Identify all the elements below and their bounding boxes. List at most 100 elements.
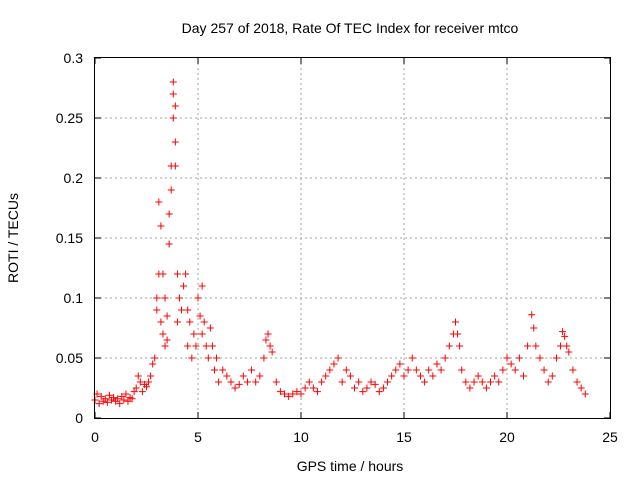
- data-point: [536, 354, 544, 362]
- data-point: [470, 378, 478, 386]
- data-point: [196, 312, 204, 320]
- y-tick-label: 0.15: [56, 230, 83, 246]
- data-point: [105, 391, 113, 399]
- data-point: [342, 366, 350, 374]
- data-point: [184, 342, 192, 350]
- data-point: [507, 360, 515, 368]
- data-point: [210, 366, 218, 374]
- data-point: [202, 342, 210, 350]
- x-tick-label: 20: [499, 429, 515, 445]
- data-point: [404, 366, 412, 374]
- data-point: [499, 366, 507, 374]
- data-point: [519, 372, 527, 380]
- data-point: [173, 270, 181, 278]
- data-point: [153, 306, 161, 314]
- data-point: [165, 210, 173, 218]
- data-point: [159, 330, 167, 338]
- data-point: [190, 330, 198, 338]
- data-point: [289, 390, 297, 398]
- data-point: [375, 388, 383, 396]
- data-point: [149, 360, 157, 368]
- data-point: [559, 328, 567, 336]
- data-point: [219, 366, 227, 374]
- data-point: [114, 395, 122, 403]
- data-point: [173, 318, 181, 326]
- data-point: [227, 378, 235, 386]
- data-point: [561, 332, 569, 340]
- data-point: [103, 398, 111, 406]
- data-point: [363, 384, 371, 392]
- data-point: [178, 306, 186, 314]
- data-point: [346, 372, 354, 380]
- data-point: [371, 380, 379, 388]
- data-point: [262, 336, 270, 344]
- data-point: [577, 384, 585, 392]
- data-point: [491, 372, 499, 380]
- data-point: [153, 294, 161, 302]
- data-point: [143, 383, 150, 391]
- data-point: [186, 318, 194, 326]
- plot-frame: [94, 57, 611, 419]
- data-point: [429, 372, 437, 380]
- data-point: [528, 311, 536, 319]
- data-point: [421, 378, 429, 386]
- data-point: [466, 384, 474, 392]
- data-point: [416, 372, 424, 380]
- data-point: [204, 354, 212, 362]
- data-point: [359, 388, 367, 396]
- data-point: [145, 378, 153, 386]
- data-point: [169, 90, 177, 98]
- data-point: [134, 372, 142, 380]
- data-point: [248, 366, 256, 374]
- data-point: [192, 342, 200, 350]
- data-point: [563, 342, 571, 350]
- data-point: [163, 312, 171, 320]
- data-point: [171, 138, 179, 146]
- data-point: [309, 384, 317, 392]
- data-point: [147, 372, 155, 380]
- data-point: [157, 318, 165, 326]
- data-point: [118, 392, 126, 400]
- data-point: [101, 395, 109, 403]
- data-point: [400, 372, 408, 380]
- data-point: [184, 306, 192, 314]
- data-point: [97, 392, 105, 400]
- data-point: [95, 400, 103, 408]
- data-point: [110, 394, 118, 402]
- data-point: [132, 384, 140, 392]
- data-point: [163, 336, 171, 344]
- data-point: [569, 366, 577, 374]
- y-tick-label: 0.05: [56, 350, 83, 366]
- x-tick-label: 25: [602, 429, 618, 445]
- data-point: [326, 366, 334, 374]
- data-point: [330, 360, 338, 368]
- data-point: [198, 330, 206, 338]
- data-point: [175, 294, 183, 302]
- data-point: [412, 366, 420, 374]
- data-point: [573, 378, 581, 386]
- data-point: [171, 162, 179, 170]
- data-point: [313, 388, 321, 396]
- data-point: [122, 390, 130, 398]
- y-tick-label: 0.25: [56, 110, 83, 126]
- data-point: [355, 378, 363, 386]
- data-point: [155, 198, 163, 206]
- data-point: [169, 114, 177, 122]
- data-point: [445, 342, 453, 350]
- x-tick-label: 5: [194, 429, 202, 445]
- data-point: [408, 354, 416, 362]
- data-point: [180, 282, 188, 290]
- data-point: [297, 390, 305, 398]
- data-point: [188, 354, 196, 362]
- data-point: [548, 372, 556, 380]
- data-point: [338, 378, 346, 386]
- data-point: [384, 378, 392, 386]
- data-point: [161, 342, 169, 350]
- data-point: [260, 354, 268, 362]
- data-point: [231, 384, 239, 392]
- data-point: [396, 360, 404, 368]
- data-point: [151, 354, 159, 362]
- data-point: [208, 342, 216, 350]
- data-point: [223, 372, 231, 380]
- x-axis-label: GPS time / hours: [297, 458, 404, 474]
